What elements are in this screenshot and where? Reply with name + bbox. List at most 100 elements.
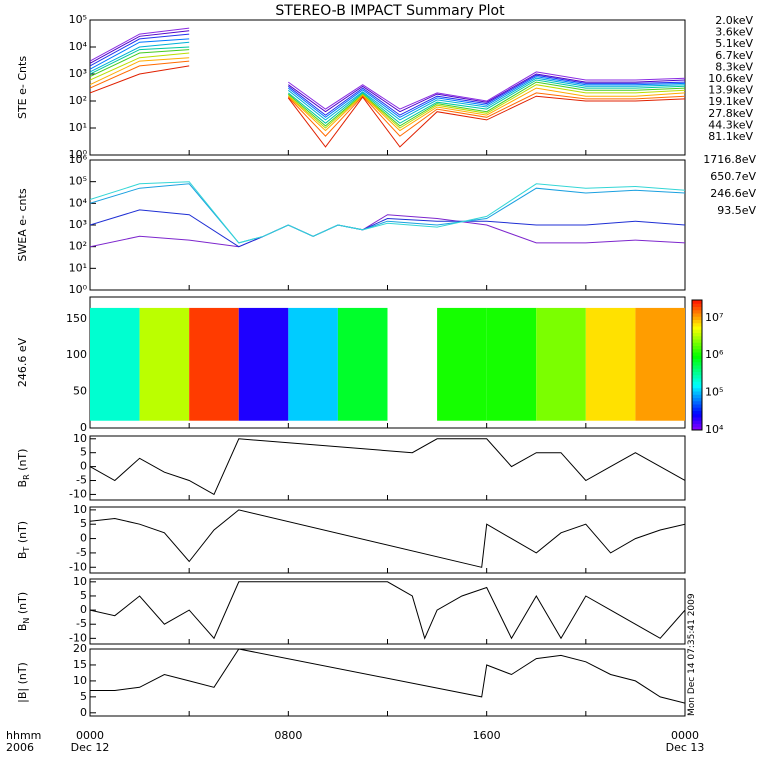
colorbar-cell — [692, 361, 702, 366]
legend-entry: 5.1keV — [715, 37, 753, 50]
colorbar-cell — [692, 368, 702, 372]
y-axis-label: 246.6 eV — [16, 337, 29, 387]
heatmap-cell — [288, 307, 338, 421]
y-tick-label: 100 — [66, 348, 87, 361]
panel-frame — [89, 435, 686, 501]
legend-entry: 81.1keV — [708, 130, 753, 143]
plot-area — [90, 181, 685, 248]
heatmap-cell — [635, 307, 685, 421]
y-tick-label: 5 — [80, 589, 87, 602]
y-tick-label: -5 — [76, 546, 87, 559]
panel-b: 0 5 10 15 20 |B| (nT) — [16, 642, 686, 719]
x-tick-label: 1600 — [473, 729, 501, 742]
legend-entry: 44.3keV — [708, 118, 753, 131]
y-tick-label: -5 — [76, 474, 87, 487]
colorbar-cell — [692, 329, 702, 333]
heatmap-cell — [90, 307, 140, 421]
colorbar-cell — [692, 345, 702, 350]
y-tick-label: 5 — [80, 690, 87, 703]
heatmap-cell — [486, 307, 537, 421]
legend-entry: 13.9keV — [708, 84, 753, 97]
colorbar-cell — [692, 381, 702, 385]
colorbar-cell — [692, 319, 702, 324]
colorbar-cell — [692, 404, 702, 408]
year-label: 2006 — [6, 741, 34, 754]
colorbar-cell — [692, 332, 702, 337]
y-tick-label: 10 — [73, 674, 87, 687]
date-left: Dec 12 — [71, 741, 110, 754]
series-line — [90, 30, 685, 113]
legend-entry: 10.6keV — [708, 72, 753, 85]
y-axis-label: STE e- Cnts — [16, 56, 29, 119]
legend-entry: 1716.8eV — [703, 153, 756, 166]
y-tick-label: 10⁶ — [69, 153, 88, 166]
series-line — [90, 27, 685, 110]
x-tick-label: 0000 — [76, 729, 104, 742]
y-tick-label: 0 — [80, 603, 87, 616]
panel-frame — [89, 648, 686, 717]
colorbar-cell — [692, 342, 702, 346]
time-label: hhmm — [6, 729, 41, 742]
plot-area — [90, 649, 685, 704]
y-tick-label: 10 — [73, 432, 87, 445]
colorbar-cell — [692, 326, 702, 330]
series-line — [90, 649, 685, 704]
y-tick-label: 10¹ — [69, 261, 87, 274]
heatmap-cell — [585, 307, 636, 421]
y-tick-label: -5 — [76, 617, 87, 630]
panel-spectrogram: 0 50 100 150 246.6 eV — [16, 296, 686, 434]
heatmap-cell — [337, 307, 388, 421]
panel-frame — [89, 578, 686, 645]
series-line — [90, 181, 685, 244]
y-tick-label: 10⁵ — [69, 13, 87, 26]
colorbar-cell — [692, 410, 702, 415]
legend-entry: 19.1keV — [708, 95, 753, 108]
colorbar-cell — [692, 387, 702, 392]
colorbar-tick-label: 10⁶ — [705, 348, 724, 361]
colorbar-cell — [692, 355, 702, 359]
panel-frame — [89, 19, 686, 156]
plot-area — [90, 509, 685, 568]
colorbar-cell — [692, 407, 702, 411]
colorbar-cell — [692, 420, 702, 424]
y-axis-label: |B| (nT) — [16, 662, 29, 703]
legend-entry: 6.7keV — [715, 49, 753, 62]
y-tick-label: 10 — [73, 503, 87, 516]
chart-title: STEREO-B IMPACT Summary Plot — [275, 3, 505, 19]
y-tick-label: 5 — [80, 517, 87, 530]
y-tick-label: 50 — [73, 385, 87, 398]
y-tick-label: 10⁴ — [69, 40, 88, 53]
colorbar-cell — [692, 306, 702, 311]
y-tick-label: 10⁴ — [69, 196, 88, 209]
colorbar-cell — [692, 300, 702, 304]
plot-area — [90, 307, 685, 421]
timestamp-label: Mon Dec 14 07:35:41 2009 — [687, 593, 697, 716]
date-right: Dec 13 — [666, 741, 705, 754]
colorbar-cell — [692, 384, 702, 389]
colorbar-cell — [692, 309, 702, 314]
colorbar-cell — [692, 371, 702, 376]
colorbar-tick-label: 10⁵ — [705, 386, 723, 399]
y-axis-label: BN (nT) — [16, 592, 31, 631]
colorbar: 10⁴ 10⁵ 10⁶ 10⁷ — [691, 299, 724, 436]
y-tick-label: 5 — [80, 446, 87, 459]
panel-frame — [89, 159, 686, 291]
y-tick-label: 10² — [69, 94, 87, 107]
series-line — [90, 438, 685, 496]
plot-area — [90, 27, 685, 148]
y-tick-label: 10⁰ — [69, 148, 88, 161]
y-tick-label: 10¹ — [69, 121, 87, 134]
y-tick-label: 0 — [80, 706, 87, 719]
heatmap-cell — [238, 307, 289, 421]
y-tick-label: 15 — [73, 658, 87, 671]
colorbar-cell — [692, 352, 702, 356]
y-axis-label: BT (nT) — [16, 521, 31, 559]
colorbar-cell — [692, 313, 702, 317]
colorbar-cell — [692, 400, 702, 405]
y-tick-label: 10⁰ — [69, 283, 88, 296]
y-tick-label: -10 — [69, 560, 87, 573]
heatmap-cell — [139, 307, 190, 421]
